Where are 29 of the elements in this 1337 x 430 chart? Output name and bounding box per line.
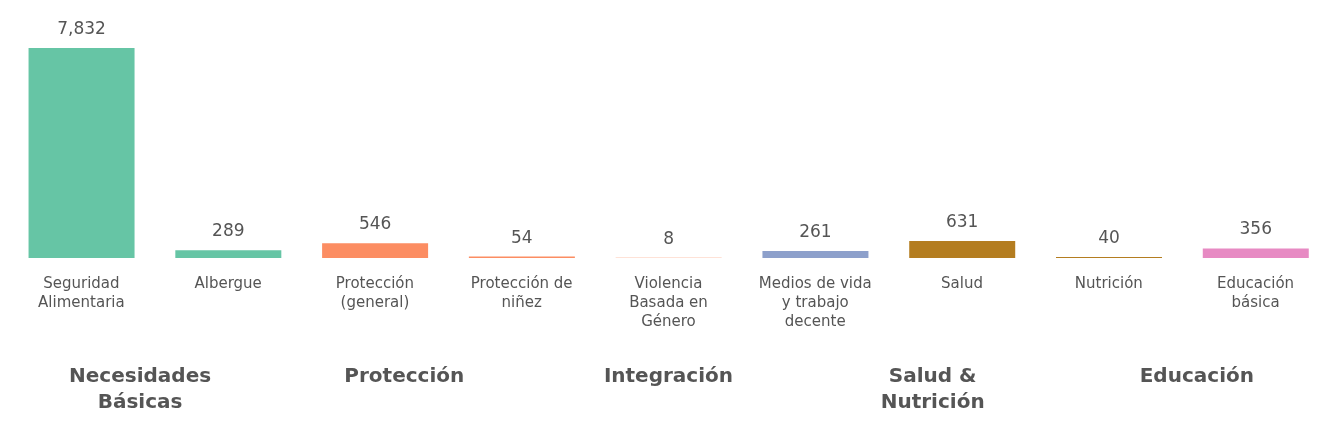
- x-tick-label: Albergue: [194, 274, 262, 292]
- bar: [762, 251, 869, 258]
- x-tick-label: Violencia Basada en Género: [629, 274, 708, 330]
- data-label: 631: [945, 211, 979, 232]
- bar: [322, 243, 429, 258]
- bar: [909, 241, 1016, 258]
- bar: [28, 48, 135, 258]
- text: Educación: [1138, 362, 1255, 388]
- data-label: 40: [1098, 226, 1120, 247]
- text: Protección: [343, 362, 466, 388]
- data-label: 546: [358, 213, 392, 234]
- x-tick-label: Protección (general): [335, 274, 415, 311]
- data-label: 356: [1239, 218, 1272, 239]
- data-label: 54: [511, 226, 533, 247]
- data-label: 261: [799, 221, 832, 241]
- x-tick-label: Seguridad Alimentaria: [38, 274, 125, 311]
- text: Necesidades Básicas: [68, 362, 213, 414]
- x-tick-label: Protección de niñez: [470, 274, 573, 311]
- x-tick-label: Educación básica: [1217, 274, 1295, 311]
- x-tick-label: Nutrición: [1074, 274, 1143, 292]
- data-label: 289: [212, 220, 245, 241]
- text: Salud & Nutrición: [879, 362, 986, 414]
- bar: [175, 250, 282, 258]
- data-label: 7,832: [57, 18, 106, 38]
- x-tick-label: Salud: [941, 274, 984, 292]
- bar: [1202, 248, 1309, 258]
- data-label: 8: [663, 227, 675, 248]
- text: Integración: [602, 362, 735, 388]
- x-tick-label: Medios de vida y trabajo decente: [758, 274, 872, 330]
